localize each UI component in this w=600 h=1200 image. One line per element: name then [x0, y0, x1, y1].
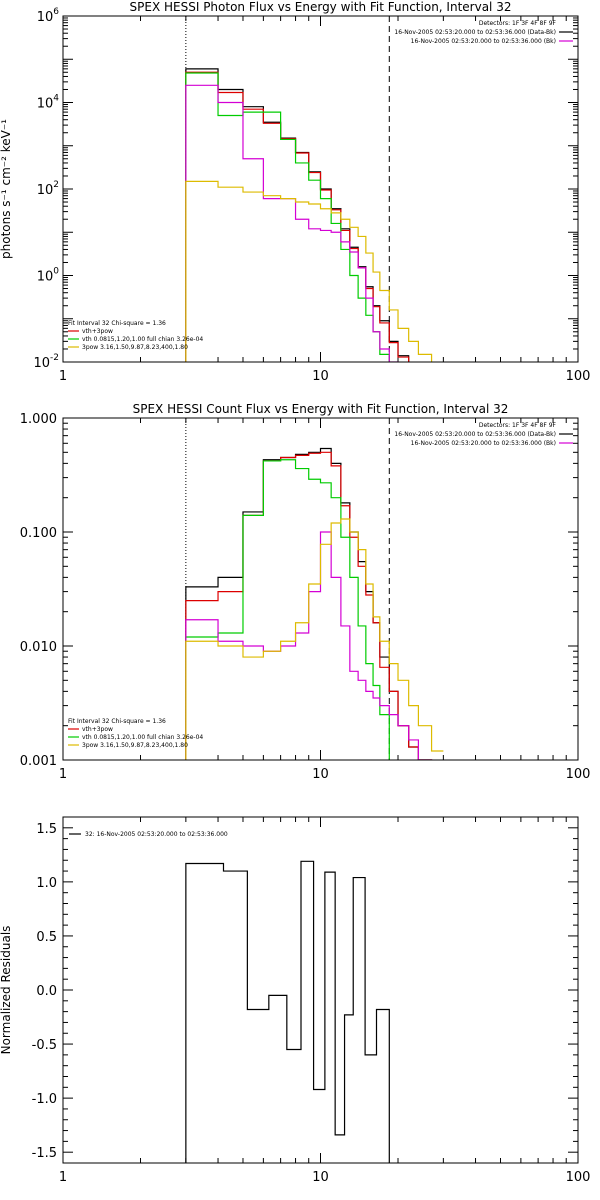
y-tick-label: 10-2 [33, 353, 59, 371]
y-tick-label: 1.000 [20, 412, 57, 427]
y-tick-label: 0.5 [36, 930, 57, 945]
legend-entry-left: 32: 16-Nov-2005 02:53:20.000 to 02:53:36… [85, 831, 228, 838]
legend-entry-left: vth 0.0815,1.20,1.00 full chian 3.26e-04 [82, 734, 203, 741]
legend-entry-left: vth+3pow [82, 726, 113, 733]
series-line-2 [185, 451, 433, 760]
y-tick-label: -1.5 [32, 1146, 57, 1161]
x-tick-label: 1 [59, 1170, 67, 1185]
y-tick-label: 1.0 [36, 876, 57, 891]
x-tick-label: 10 [312, 1170, 329, 1185]
legend-entry-right: Detectors: 1F 3F 4F 8F 9F [479, 20, 557, 27]
legend-entry-left: vth+3pow [82, 328, 113, 335]
plot-frame [62, 15, 579, 363]
series-line-1 [185, 68, 410, 362]
legend-entry-left: 3pow 3.16,1.50,9.87,8.23,400,1.80 [82, 344, 188, 351]
legend-entry-right: 16-Nov-2005 02:53:20.000 to 02:53:36.000… [411, 38, 556, 45]
x-tick-label: 1 [59, 767, 67, 782]
residual-step-line [185, 860, 390, 1163]
legend-entry-left: vth 0.0815,1.20,1.00 full chian 3.26e-04 [82, 336, 203, 343]
y-axis-label: Normalized Residuals [0, 926, 13, 1055]
legend-entry-left: Fit Interval 32 Chi-square = 1.36 [68, 320, 166, 327]
x-tick-label: 1 [59, 369, 67, 384]
legend-entry-right: 16-Nov-2005 02:53:20.000 to 02:53:36.000… [394, 29, 556, 36]
chart-panel-1: SPEX HESSI Photon Flux vs Energy with Fi… [0, 0, 590, 384]
chart-title: SPEX HESSI Count Flux vs Energy with Fit… [133, 402, 509, 416]
y-tick-label: -0.5 [32, 1038, 57, 1053]
legend-entry-right: 16-Nov-2005 02:53:20.000 to 02:53:36.000… [394, 431, 556, 438]
series-line-2 [185, 71, 410, 362]
series-group [185, 860, 390, 1163]
y-tick-label: 100 [37, 267, 60, 285]
y-tick-label: 0.010 [20, 640, 57, 655]
series-group [185, 447, 444, 760]
x-tick-label: 10 [312, 369, 329, 384]
x-tick-label: 100 [566, 767, 591, 782]
chart-title: SPEX HESSI Photon Flux vs Energy with Fi… [130, 0, 512, 14]
y-tick-label: 1.5 [36, 822, 57, 837]
series-line-4 [185, 84, 399, 362]
chart-panel-3: Normalized Residuals 1 10 100 1.5 1.0 0.5 0.0 -0… [0, 816, 591, 1185]
y-tick-label: 0.0 [36, 984, 57, 999]
x-tick-label: 10 [312, 767, 329, 782]
y-tick-label: -1.0 [32, 1092, 57, 1107]
series-line-5 [185, 180, 433, 362]
y-tick-label: 106 [37, 7, 60, 25]
y-tick-label: 104 [37, 94, 60, 112]
chart-panel-2: SPEX HESSI Count Flux vs Energy with Fit… [20, 402, 591, 782]
series-line-3 [185, 459, 390, 760]
legend-entry-right: 16-Nov-2005 02:53:20.000 to 02:53:36.000… [411, 440, 556, 447]
legend-entry-left: Fit Interval 32 Chi-square = 1.36 [68, 718, 166, 725]
x-tick-label: 100 [566, 369, 591, 384]
series-line-4 [185, 531, 433, 760]
x-tick-label: 100 [566, 1170, 591, 1185]
y-tick-label: 0.001 [20, 754, 57, 769]
y-axis-label: photons s⁻¹ cm⁻² keV⁻¹ [0, 119, 13, 259]
legend-entry-left: 3pow 3.16,1.50,9.87,8.23,400,1.80 [82, 742, 188, 749]
y-tick-label: 102 [37, 180, 59, 198]
series-line-1 [185, 447, 433, 760]
y-tick-label: 0.100 [20, 526, 57, 541]
plot-frame [62, 417, 579, 761]
series-group [185, 68, 433, 362]
series-line-3 [185, 72, 390, 362]
legend-entry-right: Detectors: 1F 3F 4F 8F 9F [479, 422, 557, 429]
plot-frame [62, 816, 579, 1164]
series-line-5 [185, 518, 444, 760]
